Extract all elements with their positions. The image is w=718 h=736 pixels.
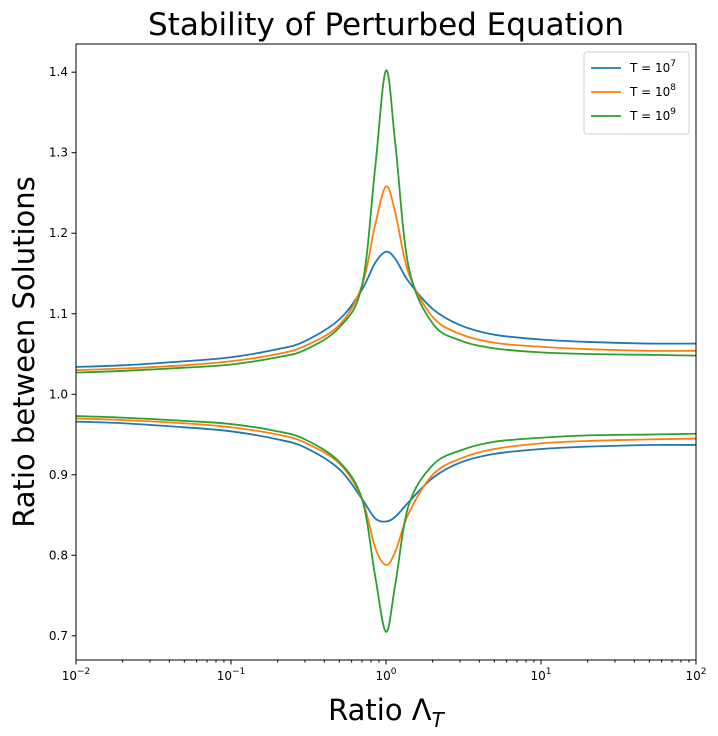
- x-tick-label: 101: [530, 667, 551, 683]
- chart-title: Stability of Perturbed Equation: [148, 7, 624, 43]
- y-tick-label: 1.3: [49, 146, 68, 160]
- legend-label-2: T = 108: [629, 83, 676, 99]
- series-line-3-lower: [75, 415, 697, 633]
- y-tick-label: 1.1: [49, 307, 68, 321]
- plot-frame: [75, 43, 697, 661]
- y-tick-label: 0.8: [49, 548, 68, 562]
- series-line-1-upper: [75, 250, 697, 368]
- legend-label-3: T = 109: [629, 107, 676, 123]
- y-tick-label: 0.7: [49, 629, 68, 643]
- series-layer: [75, 69, 697, 633]
- legend: T = 107 T = 108 T = 109: [583, 51, 690, 135]
- x-axis-label: Ratio ΛT: [328, 693, 446, 732]
- series-line-2-lower: [75, 417, 697, 566]
- x-tick-label: 10−2: [62, 667, 91, 683]
- y-tick-label: 1.0: [49, 387, 68, 401]
- x-ticks: 10−2 10−1 100 101 102: [62, 660, 707, 683]
- y-tick-label: 1.2: [49, 226, 68, 240]
- series-line-3-upper: [75, 69, 697, 374]
- series-line-1-lower: [75, 420, 697, 523]
- y-axis-label: Ratio between Solutions: [7, 176, 41, 528]
- x-tick-label: 102: [685, 667, 706, 683]
- y-tick-label: 0.9: [49, 468, 68, 482]
- y-ticks: 0.7 0.8 0.9 1.0 1.1 1.2 1.3 1.4: [49, 65, 76, 643]
- x-tick-label: 10−1: [217, 667, 246, 683]
- series-line-2-upper: [75, 185, 697, 372]
- y-tick-label: 1.4: [49, 65, 68, 79]
- x-axis-label-subscript: T: [432, 708, 446, 732]
- x-tick-label: 100: [375, 667, 396, 683]
- legend-label-1: T = 107: [629, 59, 676, 75]
- legend-box: [583, 51, 690, 135]
